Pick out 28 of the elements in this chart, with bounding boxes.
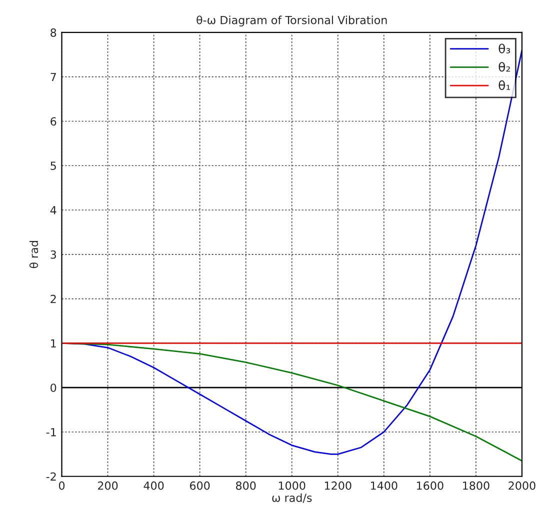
y-tick-label: 0	[50, 384, 56, 392]
y-tick-label: 6	[50, 117, 56, 126]
x-tick-label: 0	[58, 481, 65, 490]
y-tick-label: 3	[50, 250, 56, 259]
x-tick-label: 600	[190, 481, 210, 490]
y-axis-title: θ rad	[29, 241, 38, 268]
x-axis-title: ω rad/s	[272, 493, 312, 503]
y-tick-label: -2	[46, 472, 56, 481]
x-tick-label: 2000	[508, 481, 536, 490]
x-tick-label: 400	[144, 481, 164, 490]
y-tick-label: -1	[46, 428, 56, 436]
x-tick-label: 800	[236, 481, 256, 490]
y-tick-label: 1	[51, 339, 56, 348]
x-tick-label: 1400	[370, 481, 398, 490]
legend-label: θ₂	[498, 62, 510, 72]
y-tick-label: 8	[50, 28, 56, 37]
y-tick-label: 5	[50, 162, 56, 170]
x-tick-label: 200	[98, 481, 118, 490]
y-tick-label: 4	[50, 206, 56, 214]
x-tick-label: 1800	[463, 481, 490, 490]
x-tick-label: 1200	[324, 481, 352, 490]
legend-label: θ₁	[498, 80, 510, 90]
legend-label: θ₃	[498, 44, 510, 54]
y-tick-label: 2	[50, 294, 56, 304]
x-tick-label: 1000	[278, 481, 306, 490]
y-tick-label: 7	[50, 72, 56, 82]
chart-title: θ-ω Diagram of Torsional Vibration	[196, 16, 387, 26]
x-tick-label: 1600	[417, 481, 444, 490]
